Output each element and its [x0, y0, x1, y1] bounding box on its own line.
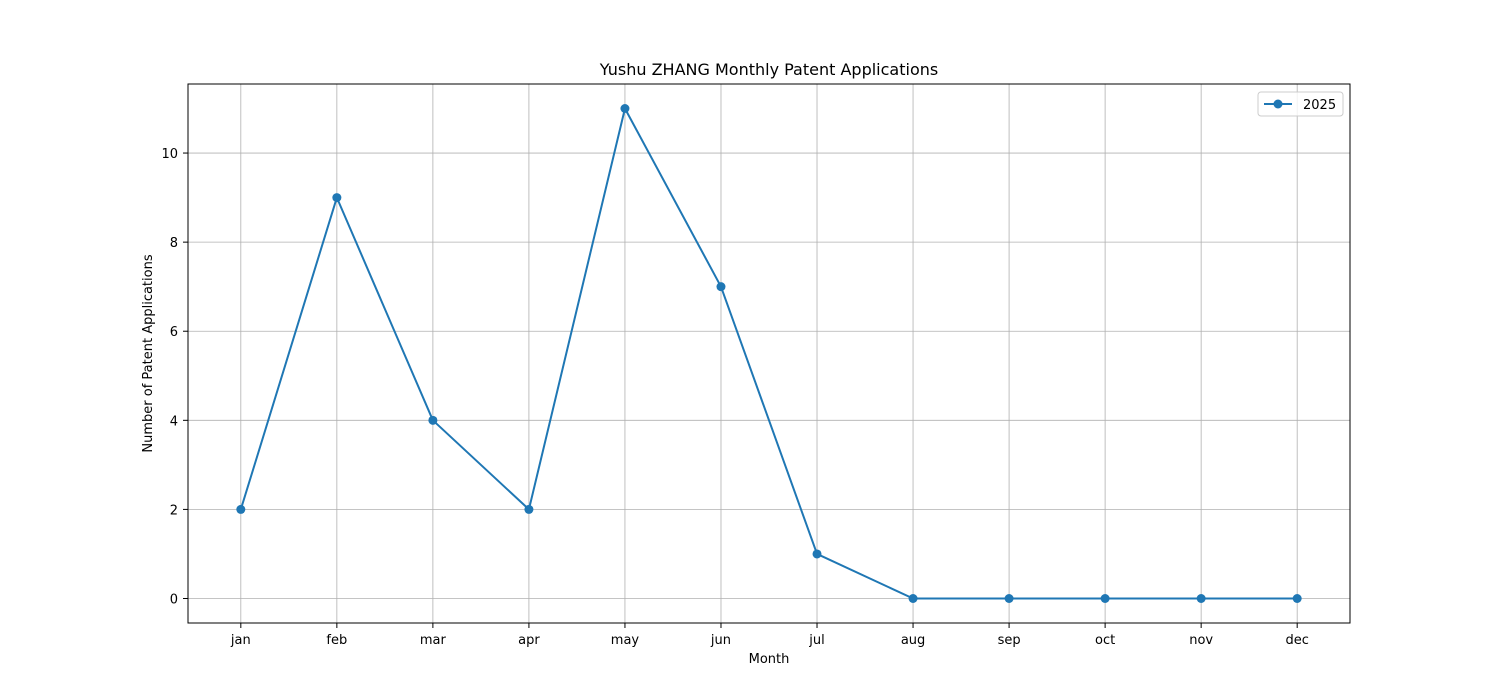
- x-tick-label: jan: [230, 633, 251, 648]
- x-tick-label: feb: [326, 633, 347, 648]
- y-tick-label: 8: [170, 236, 178, 251]
- data-point: [813, 549, 822, 558]
- data-point: [524, 505, 533, 514]
- x-tick-label: may: [611, 633, 640, 648]
- x-tick-label: mar: [420, 633, 447, 648]
- x-tick-label: sep: [998, 633, 1021, 648]
- legend-entry-label: 2025: [1303, 98, 1336, 113]
- data-point: [1293, 594, 1302, 603]
- data-point: [236, 505, 245, 514]
- x-tick-label: apr: [518, 633, 540, 648]
- x-tick-label: nov: [1189, 633, 1213, 648]
- y-axis-label: Number of Patent Applications: [141, 254, 156, 452]
- y-tick-label: 2: [170, 503, 178, 518]
- x-tick-label: aug: [901, 633, 925, 648]
- data-point: [428, 416, 437, 425]
- data-point: [716, 282, 725, 291]
- y-tick-label: 10: [161, 147, 178, 162]
- x-axis-label: Month: [749, 652, 790, 667]
- x-tick-label: jun: [710, 633, 731, 648]
- y-tick-label: 6: [170, 325, 178, 340]
- data-point: [332, 193, 341, 202]
- x-tick-label: oct: [1095, 633, 1115, 648]
- x-tick-label: dec: [1285, 633, 1308, 648]
- legend-marker: [1274, 100, 1283, 109]
- legend: 2025: [1258, 92, 1343, 116]
- x-tick-label: jul: [808, 633, 824, 648]
- data-point: [1197, 594, 1206, 603]
- data-point: [1005, 594, 1014, 603]
- chart-title: Yushu ZHANG Monthly Patent Applications: [599, 60, 938, 79]
- y-tick-label: 0: [170, 593, 178, 608]
- y-tick-label: 4: [170, 414, 178, 429]
- data-point: [1101, 594, 1110, 603]
- data-point: [909, 594, 918, 603]
- data-point: [620, 104, 629, 113]
